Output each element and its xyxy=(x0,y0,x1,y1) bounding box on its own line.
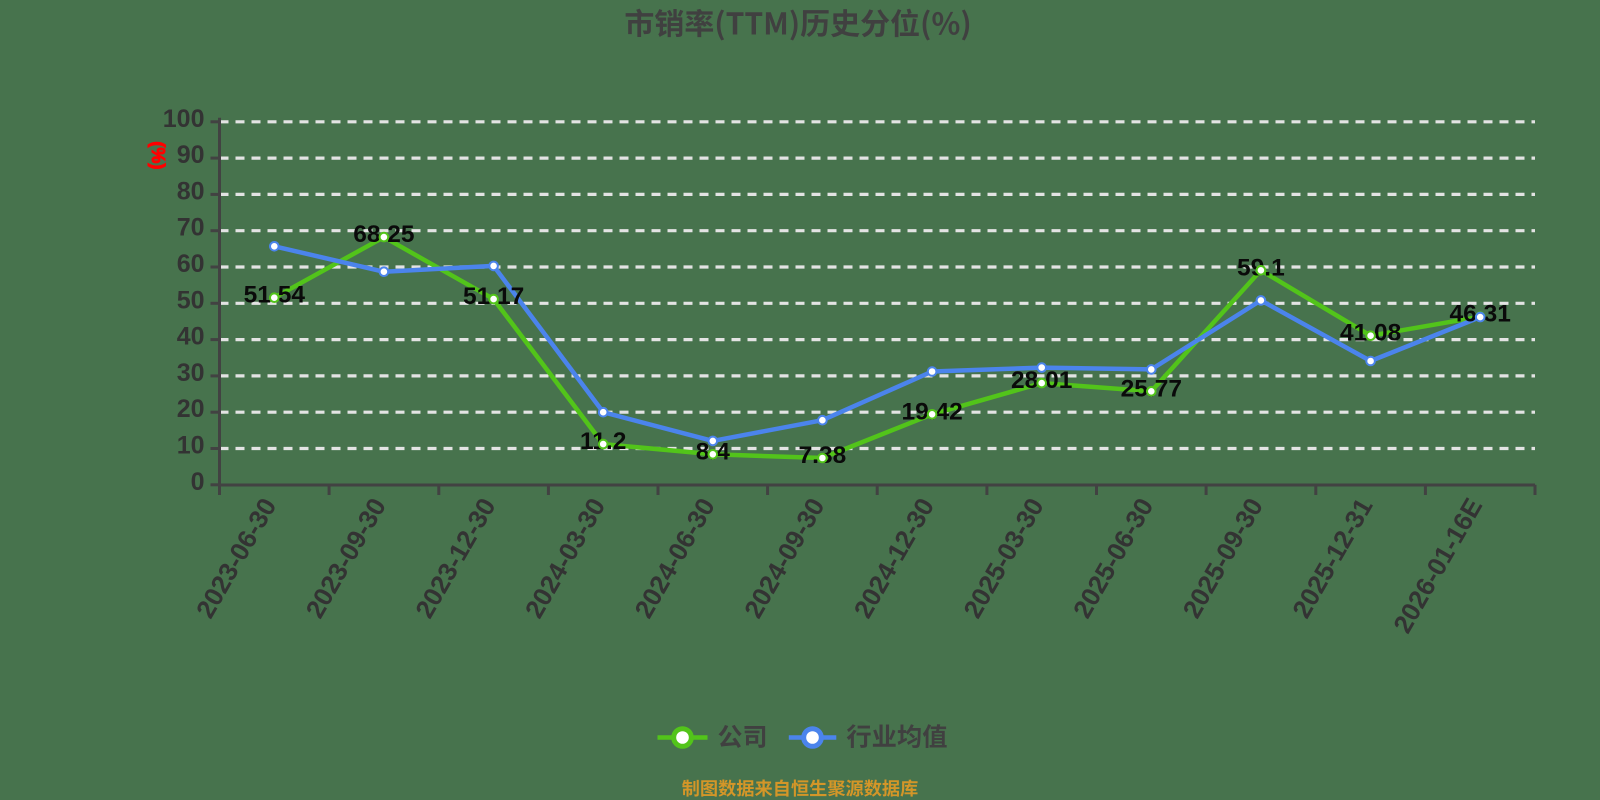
svg-text:80: 80 xyxy=(177,177,205,205)
svg-text:100: 100 xyxy=(163,105,205,133)
svg-text:70: 70 xyxy=(177,214,205,242)
svg-text:20: 20 xyxy=(177,395,205,423)
svg-text:30: 30 xyxy=(177,359,205,387)
svg-text:(%): (%) xyxy=(148,141,168,169)
svg-text:60: 60 xyxy=(177,250,205,278)
svg-text:50: 50 xyxy=(177,286,205,314)
svg-text:90: 90 xyxy=(177,141,205,169)
svg-text:0: 0 xyxy=(191,468,205,496)
svg-text:40: 40 xyxy=(177,323,205,351)
svg-text:10: 10 xyxy=(177,432,205,460)
